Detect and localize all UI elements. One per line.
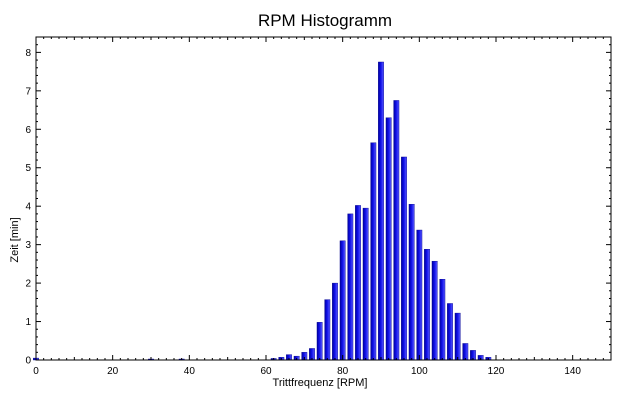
bar [454,312,461,361]
y-tick-label: 1 [25,317,31,328]
bar [408,204,415,361]
bar [332,282,338,361]
bar [424,249,430,361]
y-tick-label: 4 [25,202,31,213]
bar [462,343,469,361]
y-tick-label: 0 [25,356,31,367]
x-tick-label: 0 [33,366,39,377]
y-axis-label: Zeit [min] [9,217,21,262]
x-tick-label: 60 [260,366,272,377]
bar [416,229,423,361]
bar [447,303,453,361]
bar [393,100,400,361]
bar [339,240,346,361]
bar [401,156,407,361]
bar-series [33,61,492,361]
bar [355,205,361,361]
x-tick-label: 100 [411,366,428,377]
bar [362,207,369,361]
y-tick-label: 7 [25,86,31,97]
x-tick-label: 80 [337,366,349,377]
x-axis-label: Trittfrequenz [RPM] [273,377,368,389]
y-tick-label: 8 [25,48,31,59]
x-tick-label: 120 [488,366,505,377]
x-tick-label: 20 [107,366,119,377]
chart-title: RPM Histogramm [258,11,392,30]
y-tick-label: 2 [25,279,31,290]
bar [431,260,438,361]
y-tick-label: 6 [25,125,31,136]
bar [347,213,354,361]
bar [378,61,384,361]
bar [370,142,377,361]
x-tick-label: 140 [564,366,581,377]
bar [324,299,331,361]
plot-frame [35,36,612,361]
bar [316,322,323,361]
y-tick-label: 5 [25,163,31,174]
x-tick-label: 40 [184,366,196,377]
bar [385,117,392,361]
y-tick-label: 3 [25,240,31,251]
bar [439,279,446,361]
